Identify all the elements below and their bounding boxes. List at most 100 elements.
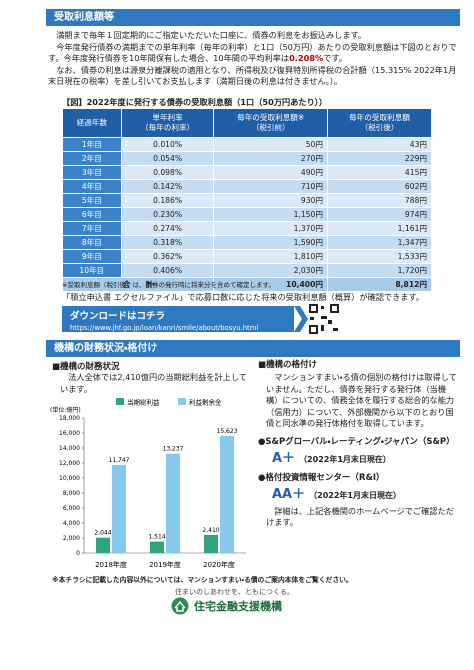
header-line: （税引前） [251,123,290,132]
agency-name: ●S&Pグローバル・レーティング・ジャパン（S&P） [258,436,455,447]
y-tick-label: 0 [76,550,80,557]
grade: AA＋ [272,486,306,502]
table-cell: 3年目 [62,165,122,180]
grade-date: （2022年1月末日現在） [309,490,401,500]
table-cell: 50円 [213,137,328,152]
text: 今年度発行債券の満期までの単年利率（毎年の利率）と1口（50万円）あたりの受取利… [48,41,457,64]
y-tick-label: 6,000 [63,505,80,512]
header-line: 経過年数 [76,118,108,127]
table-row: 6年目 0.230% 1,150円 974円 [62,207,433,222]
table-cell: 0.406% [120,263,215,278]
total-cell: 10,400円 [213,277,328,292]
table-cell: 974円 [326,207,433,222]
table-row: 10年目 0.406% 2,030円 1,720円 [62,263,433,278]
rating-text: マンションすまい・る債の個別の格付けは取得していません。ただし、債券を発行する発… [266,372,457,428]
bar [204,534,218,553]
table-cell: 7年目 [62,221,122,236]
section-heading: 機構の財務状況・格付け [46,340,460,357]
rating-block: ■機構の格付け マンションすまい・る債の個別の格付けは取得していません。ただし、… [258,358,458,529]
text: です。 [323,53,347,63]
header-cell: 単年利率 （毎年の利率） [120,108,215,138]
agency: ●S&Pグローバル・レーティング・ジャパン（S&P） A＋ （2022年1月末日現在… [258,435,458,466]
bar [220,435,234,553]
value-label: 13,237 [163,446,184,453]
download-url: https://www.jhf.go.jp/loan/kanri/smile/a… [70,324,259,332]
download-banner[interactable]: ダウンロードはコチラ https://www.jhf.go.jp/loan/ka… [62,306,294,332]
table-cell: 930円 [213,193,328,208]
paragraph: 満期まで毎年１回定期的にご指定いただいた口座に、債券の利息をお振込みします。 [56,30,367,40]
header-line: 単年利率 [152,113,183,122]
table-cell: 8年目 [62,235,122,250]
header-cell: 経過年数 [62,108,122,138]
legend-label: 利益剰余金 [189,398,222,407]
x-tick-label: 2020年度 [203,560,235,569]
grade-date: （2022年1月末日現在） [299,454,391,464]
table-cell: 710円 [213,179,328,194]
table-cell: 0.142% [120,179,215,194]
intro: 満期まで毎年１回定期的にご指定いただいた口座に、債券の利息をお振込みします。 今… [48,30,458,88]
table-cell: 2年目 [62,151,122,166]
table-cell: 1,590円 [213,235,328,250]
emphasis: 0.208% [289,53,324,63]
table-cell: 1年目 [62,137,122,152]
y-tick-label: 16,000 [59,430,80,437]
table-cell: 0.054% [120,151,215,166]
bar [112,464,126,553]
tagline: 住まいのしあわせを、ともにつくる。 [175,588,294,596]
agency-name: ●格付投資情報センター（R&I） [258,472,385,483]
value-label: 15,623 [217,428,238,435]
bar [96,537,110,553]
agency-grade-line: AA＋ （2022年1月末日現在） [258,483,458,502]
profit-chart: (単位:億円) 0 2,000 4,000 6,000 8,000 10,000 12,000… [50,398,246,569]
table-cell: 0.230% [120,207,215,222]
table-cell: 1,347円 [326,235,433,250]
header-cell: 毎年の受取利息額※ （税引前） [213,108,328,138]
table-cell: 788円 [326,193,433,208]
header-line: 毎年の受取利息額※ [237,113,305,122]
table-row: 7年目 0.274% 1,370円 1,161円 [62,221,433,236]
table-cell: 490円 [213,165,328,180]
finance-heading: ■機構の財務状況 [52,362,120,372]
paragraph: 今年度発行債券の満期までの単年利率（毎年の利率）と1口（50万円）あたりの受取利… [48,42,458,65]
section-heading: 受取利息額等 [46,9,460,26]
table-row: 5年目 0.186% 930円 788円 [62,193,433,208]
table-row: 4年目 0.142% 710円 602円 [62,179,433,194]
y-tick-label: 4,000 [63,520,80,527]
table-cell: 10年目 [62,263,122,278]
finance-text: 法人全体では2,410億円の当期総利益を計上しています。 [60,372,247,394]
legend-swatch [178,398,186,405]
table-cell: 4年目 [62,179,122,194]
table-row: 2年目 0.054% 270円 229円 [62,151,433,166]
org-name: 住宅金融支援機構 [194,600,282,613]
value-label: 2,410 [202,527,219,534]
table-cell: 6年目 [62,207,122,222]
table-caption: 【図】2022年度に発行する債券の受取利息額（1口（50万円あたり）） [62,97,328,107]
table-cell: 0.318% [120,235,215,250]
table-cell: 0.010% [120,137,215,152]
table-cell: 1,810円 [213,249,328,264]
total-label: 合 計 [61,277,215,292]
table-cell: 0.362% [120,249,215,264]
table-cell: 270円 [213,151,328,166]
table-cell: 43円 [326,137,433,152]
total-cell: 8,812円 [326,277,433,292]
rating-heading: ■機構の格付け [258,360,318,370]
y-tick-label: 12,000 [59,460,80,467]
header-cell: 毎年の受取利息額 （税引後） [326,108,433,138]
x-tick-label: 2019年度 [149,560,181,569]
table-cell: 2,030円 [213,263,328,278]
header-line: （税引後） [360,123,399,132]
bar [150,541,164,553]
table-row: 1年目 0.010% 50円 43円 [62,137,433,152]
table-cell: 1,370円 [213,221,328,236]
interest-table: 経過年数 単年利率 （毎年の利率） 毎年の受取利息額※ （税引前） 毎年の受取利息額 （税引… [61,108,433,292]
table-cell: 415円 [326,165,433,180]
table-cell: 0.274% [120,221,215,236]
table-note: ※受取利息額（税引後）は、債券の発行時に将来分を含めて確定します。 [62,281,275,289]
value-label: 11,747 [109,457,130,464]
header-row: 経過年数 単年利率 （毎年の利率） 毎年の受取利息額※ （税引前） 毎年の受取利息額 （税引… [62,108,433,138]
header-line: 毎年の受取利息額 [349,113,410,122]
y-tick-label: 8,000 [63,490,80,497]
table-cell: 0.186% [120,193,215,208]
